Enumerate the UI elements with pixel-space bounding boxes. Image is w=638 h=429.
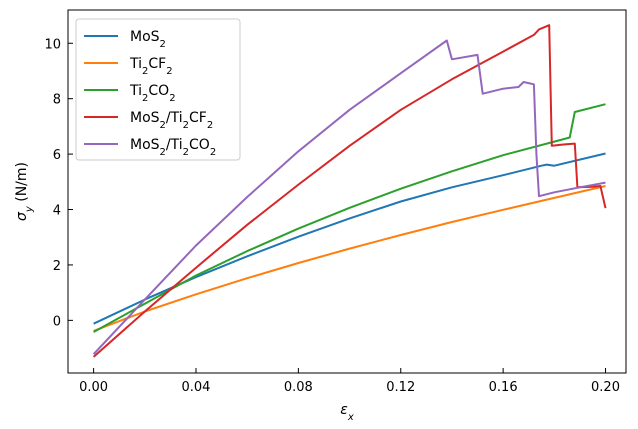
y-tick-label-2: 4	[53, 204, 61, 219]
y-tick-label-5: 10	[44, 37, 61, 52]
legend-label-part: 2	[169, 93, 175, 104]
legend-label-part: /Ti	[166, 110, 183, 126]
y-tick-label-0: 0	[53, 314, 61, 329]
legend-label-3: MoS2/Ti2CF2	[130, 110, 213, 131]
y-axis-unit: (N/m)	[14, 162, 30, 206]
plot-area	[92, 24, 607, 358]
legend-label-part: 2	[183, 120, 189, 131]
series-line-4	[92, 39, 606, 355]
legend-label-part: 2	[183, 147, 189, 158]
x-tick-label-3: 0.12	[386, 380, 415, 395]
legend-label-4: MoS2/Ti2CO2	[130, 137, 216, 158]
x-tick-label-0: 0.00	[79, 380, 108, 395]
legend-label-0: MoS2	[130, 29, 166, 50]
legend-label-part: 2	[166, 66, 172, 77]
y-tick-label-4: 8	[53, 93, 61, 108]
x-axis-label: εx	[340, 402, 354, 423]
x-tick-label-1: 0.04	[182, 380, 211, 395]
legend-box	[75, 18, 241, 161]
legend-label-part: /Ti	[166, 137, 183, 153]
x-tick-label-4: 0.16	[489, 380, 518, 395]
plot-frame	[67, 9, 627, 374]
legend-label-part: MoS	[130, 29, 160, 45]
series-line-1	[93, 185, 606, 332]
x-axis-subscript: x	[347, 412, 354, 423]
y-axis-label: σy (N/m)	[14, 162, 35, 221]
legend-label-part: 2	[142, 66, 148, 77]
legend-label-part: CF	[189, 110, 207, 126]
axes: 0.00 0.04 0.08 0.12 0.16 0.20 0 2 4 6 8 10 εx σy (N/m…	[14, 9, 627, 423]
x-tick-label-2: 0.08	[284, 380, 313, 395]
series-line-0	[93, 152, 606, 325]
legend-label-part: 2	[210, 147, 216, 158]
legend-label-2: Ti2CO2	[129, 83, 176, 104]
legend-label-part: Ti	[129, 83, 142, 99]
legend-label-part: CO	[189, 137, 210, 153]
legend-label-part: CF	[148, 56, 166, 72]
legend-label-part: 2	[142, 93, 148, 104]
legend-label-1: Ti2CF2	[129, 56, 173, 77]
legend-label-part: 2	[207, 120, 213, 131]
y-axis-symbol: σ	[14, 211, 30, 221]
series-line-2	[93, 103, 606, 333]
legend-label-part: CO	[148, 83, 169, 99]
legend-label-part: Ti	[129, 56, 142, 72]
legend-label-part: MoS	[130, 110, 160, 126]
legend-label-part: 2	[160, 120, 166, 131]
y-tick-label-1: 2	[53, 259, 61, 274]
legend-label-part: 2	[160, 39, 166, 50]
legend-label-part: MoS	[130, 137, 160, 153]
x-axis-symbol: ε	[340, 402, 348, 418]
legend-label-part: 2	[160, 147, 166, 158]
y-axis-subscript: y	[24, 205, 35, 213]
y-tick-label-3: 6	[53, 148, 61, 163]
x-tick-label-5: 0.20	[591, 380, 620, 395]
